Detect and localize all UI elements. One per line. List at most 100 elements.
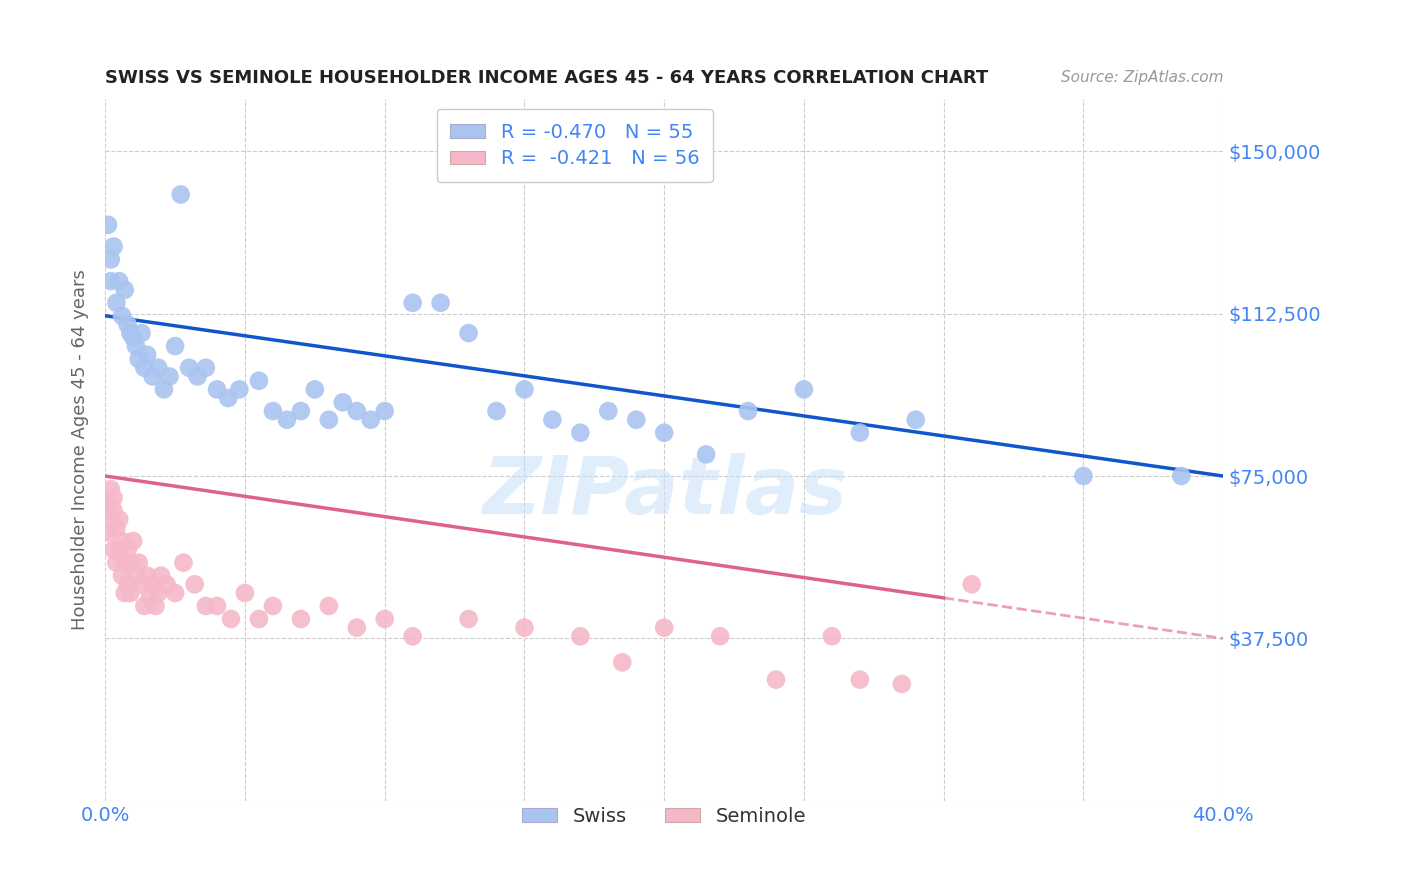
Point <box>114 283 136 297</box>
Point <box>262 404 284 418</box>
Point <box>709 629 731 643</box>
Point <box>194 599 217 613</box>
Point <box>290 612 312 626</box>
Point <box>125 568 148 582</box>
Point <box>485 404 508 418</box>
Point <box>117 318 139 332</box>
Point <box>105 295 128 310</box>
Point <box>304 383 326 397</box>
Point <box>695 447 717 461</box>
Point <box>148 586 170 600</box>
Point <box>165 339 187 353</box>
Point <box>233 586 256 600</box>
Point <box>346 621 368 635</box>
Point <box>346 404 368 418</box>
Point <box>100 274 122 288</box>
Point <box>541 413 564 427</box>
Point <box>904 413 927 427</box>
Point <box>120 586 142 600</box>
Point <box>183 577 205 591</box>
Point <box>111 534 134 549</box>
Point <box>150 568 173 582</box>
Point <box>228 383 250 397</box>
Point <box>960 577 983 591</box>
Point <box>108 512 131 526</box>
Point <box>100 482 122 496</box>
Point <box>318 413 340 427</box>
Point <box>737 404 759 418</box>
Point <box>793 383 815 397</box>
Point <box>103 504 125 518</box>
Point <box>457 612 479 626</box>
Point <box>105 521 128 535</box>
Point <box>136 348 159 362</box>
Point <box>172 556 194 570</box>
Point <box>513 621 536 635</box>
Point <box>114 586 136 600</box>
Point <box>652 621 675 635</box>
Point <box>148 360 170 375</box>
Point <box>276 413 298 427</box>
Point <box>120 556 142 570</box>
Point <box>1170 469 1192 483</box>
Point <box>125 339 148 353</box>
Point <box>97 500 120 514</box>
Point <box>612 655 634 669</box>
Point <box>128 352 150 367</box>
Point <box>128 556 150 570</box>
Point <box>219 612 242 626</box>
Point <box>97 218 120 232</box>
Point <box>177 360 200 375</box>
Point <box>131 577 153 591</box>
Point <box>117 542 139 557</box>
Point <box>136 568 159 582</box>
Point <box>142 369 165 384</box>
Point <box>100 252 122 267</box>
Point <box>569 425 592 440</box>
Point <box>849 425 872 440</box>
Point <box>145 599 167 613</box>
Point <box>205 383 228 397</box>
Point <box>142 577 165 591</box>
Point <box>170 187 193 202</box>
Text: Source: ZipAtlas.com: Source: ZipAtlas.com <box>1060 70 1223 85</box>
Point <box>122 330 145 344</box>
Point <box>457 326 479 340</box>
Point <box>402 629 425 643</box>
Point <box>360 413 382 427</box>
Point <box>100 512 122 526</box>
Point <box>262 599 284 613</box>
Point <box>290 404 312 418</box>
Point <box>103 542 125 557</box>
Point <box>374 404 396 418</box>
Point <box>513 383 536 397</box>
Text: SWISS VS SEMINOLE HOUSEHOLDER INCOME AGES 45 - 64 YEARS CORRELATION CHART: SWISS VS SEMINOLE HOUSEHOLDER INCOME AGE… <box>105 69 988 87</box>
Point <box>103 491 125 505</box>
Point <box>821 629 844 643</box>
Point <box>97 525 120 540</box>
Point <box>217 391 239 405</box>
Point <box>120 326 142 340</box>
Point <box>114 556 136 570</box>
Point <box>626 413 648 427</box>
Y-axis label: Householder Income Ages 45 - 64 years: Householder Income Ages 45 - 64 years <box>72 269 89 631</box>
Point <box>652 425 675 440</box>
Point <box>131 326 153 340</box>
Point <box>194 360 217 375</box>
Point <box>890 677 912 691</box>
Point <box>765 673 787 687</box>
Point <box>156 577 179 591</box>
Point <box>186 369 208 384</box>
Point <box>849 673 872 687</box>
Point <box>374 612 396 626</box>
Point <box>103 239 125 253</box>
Point <box>429 295 451 310</box>
Point <box>122 534 145 549</box>
Point <box>139 591 162 605</box>
Point <box>402 295 425 310</box>
Point <box>205 599 228 613</box>
Point <box>111 568 134 582</box>
Point <box>332 395 354 409</box>
Point <box>165 586 187 600</box>
Point <box>598 404 620 418</box>
